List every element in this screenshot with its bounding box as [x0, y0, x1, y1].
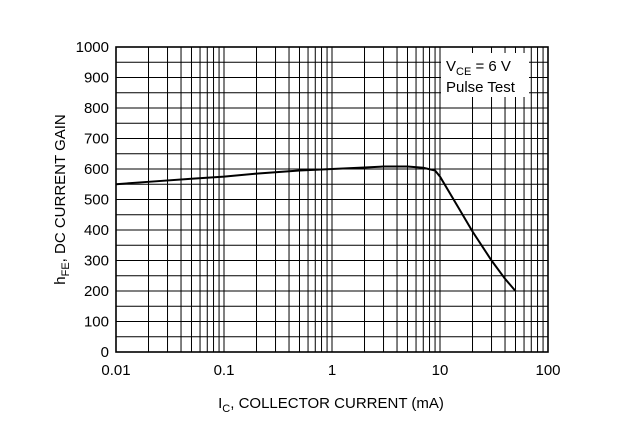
x-tick-label: 0.1 [214, 362, 235, 379]
x-tick-label: 1 [328, 362, 336, 379]
plot-frame [115, 46, 549, 353]
y-tick-label: 1000 [76, 39, 109, 56]
y-tick-label: 900 [84, 70, 109, 87]
y-tick-label: 100 [84, 314, 109, 331]
annotation-pulse-test: Pulse Test [446, 79, 516, 96]
y-tick-label: 500 [84, 192, 109, 209]
y-tick-label: 400 [84, 222, 109, 239]
tick-labels: 0 100 200 300 400 500 600 700 800 900 1000 0.01 0.1 1… [76, 39, 561, 379]
x-tick-label: 10 [432, 362, 449, 379]
y-axis-title: hFE, DC CURRENT GAIN [52, 114, 72, 284]
x-tick-label: 100 [535, 362, 560, 379]
hfe-curve [115, 165, 517, 292]
x-tick-label: 0.01 [101, 362, 130, 379]
x-axis-title: IC, COLLECTOR CURRENT (mA) [218, 395, 444, 415]
y-tick-label: 300 [84, 253, 109, 270]
annotation-box: VCE = 6 V Pulse Test [441, 53, 529, 97]
y-tick-label: 800 [84, 100, 109, 117]
y-tick-label: 600 [84, 161, 109, 178]
y-tick-label: 200 [84, 283, 109, 300]
y-tick-label: 0 [101, 344, 109, 361]
annotation-vce: VCE = 6 V [446, 58, 511, 78]
y-tick-label: 700 [84, 131, 109, 148]
